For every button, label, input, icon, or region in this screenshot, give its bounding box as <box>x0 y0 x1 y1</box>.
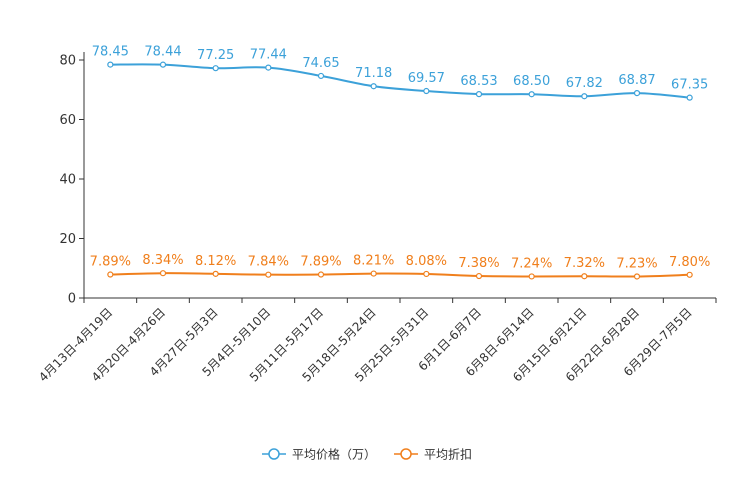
legend-label: 平均价格（万） <box>292 447 376 462</box>
series-line <box>110 63 690 99</box>
data-point[interactable] <box>107 271 114 278</box>
data-label: 7.89% <box>300 255 341 270</box>
series-group: 78.45 78.44 77.25 77.44 74.65 71.18 69.57 68.53… <box>90 45 710 280</box>
data-point[interactable] <box>107 61 114 68</box>
data-point[interactable] <box>212 270 219 277</box>
data-label: 7.24% <box>511 256 552 271</box>
data-point[interactable] <box>581 273 588 280</box>
legend[interactable]: 平均价格（万） 平均折扣 <box>262 447 472 462</box>
data-point[interactable] <box>159 61 167 68</box>
data-point[interactable] <box>423 87 430 95</box>
data-label: 68.53 <box>460 74 497 89</box>
data-point[interactable] <box>686 94 693 101</box>
data-label: 68.50 <box>513 74 550 89</box>
data-label: 7.38% <box>458 256 499 271</box>
series-1: 7.89% 8.34% 8.12% 7.84% 7.89% 8.21% 8.08% 7.38%… <box>90 253 710 280</box>
data-point[interactable] <box>370 270 377 277</box>
x-axis-ticks: 4月13日-4月19日4月20日-4月26日4月27日-5月3日5月4日-5月1… <box>36 298 717 384</box>
data-point[interactable] <box>423 270 430 278</box>
data-label: 74.65 <box>302 56 339 71</box>
data-label: 7.32% <box>564 256 605 271</box>
legend-item-0[interactable]: 平均价格（万） <box>262 447 376 462</box>
data-label: 8.12% <box>195 254 236 269</box>
data-label: 8.08% <box>406 254 447 269</box>
data-point[interactable] <box>581 93 588 100</box>
y-axis-ticks: 0 20 40 60 80 <box>59 54 84 307</box>
data-point[interactable] <box>265 64 272 71</box>
data-label: 68.87 <box>618 73 655 88</box>
series-0: 78.45 78.44 77.25 77.44 74.65 71.18 69.57 68.53… <box>92 45 708 101</box>
data-point[interactable] <box>265 271 272 278</box>
data-label: 7.80% <box>669 255 710 270</box>
series-line <box>110 272 690 278</box>
data-point[interactable] <box>528 273 535 280</box>
y-tick-label: 40 <box>59 173 76 188</box>
data-label: 8.34% <box>142 253 183 268</box>
data-label: 67.82 <box>566 76 603 91</box>
y-tick-label: 60 <box>59 113 76 128</box>
legend-marker <box>268 448 280 460</box>
y-tick-label: 20 <box>59 232 76 247</box>
data-label: 78.45 <box>92 45 129 60</box>
data-point[interactable] <box>317 271 325 278</box>
data-point[interactable] <box>212 65 219 72</box>
data-label: 71.18 <box>355 66 392 81</box>
data-label: 69.57 <box>408 71 445 86</box>
legend-label: 平均折扣 <box>424 447 472 462</box>
data-label: 7.84% <box>248 255 289 270</box>
data-label: 77.25 <box>197 48 234 63</box>
data-label: 77.44 <box>250 48 287 63</box>
data-label: 67.35 <box>671 78 708 93</box>
data-label: 78.44 <box>144 45 181 60</box>
data-point[interactable] <box>528 91 535 98</box>
data-point[interactable] <box>686 271 693 278</box>
data-point[interactable] <box>370 83 377 90</box>
data-point[interactable] <box>633 273 641 280</box>
data-label: 8.21% <box>353 254 394 269</box>
data-point[interactable] <box>633 90 641 97</box>
data-label: 7.23% <box>616 256 657 271</box>
data-label: 7.89% <box>90 255 131 270</box>
data-point[interactable] <box>475 91 483 98</box>
data-point[interactable] <box>317 72 325 80</box>
data-point[interactable] <box>159 270 167 277</box>
data-point[interactable] <box>475 272 483 280</box>
y-tick-label: 0 <box>68 292 76 307</box>
y-tick-label: 80 <box>59 54 76 69</box>
legend-marker <box>400 448 412 460</box>
legend-item-1[interactable]: 平均折扣 <box>394 447 472 462</box>
